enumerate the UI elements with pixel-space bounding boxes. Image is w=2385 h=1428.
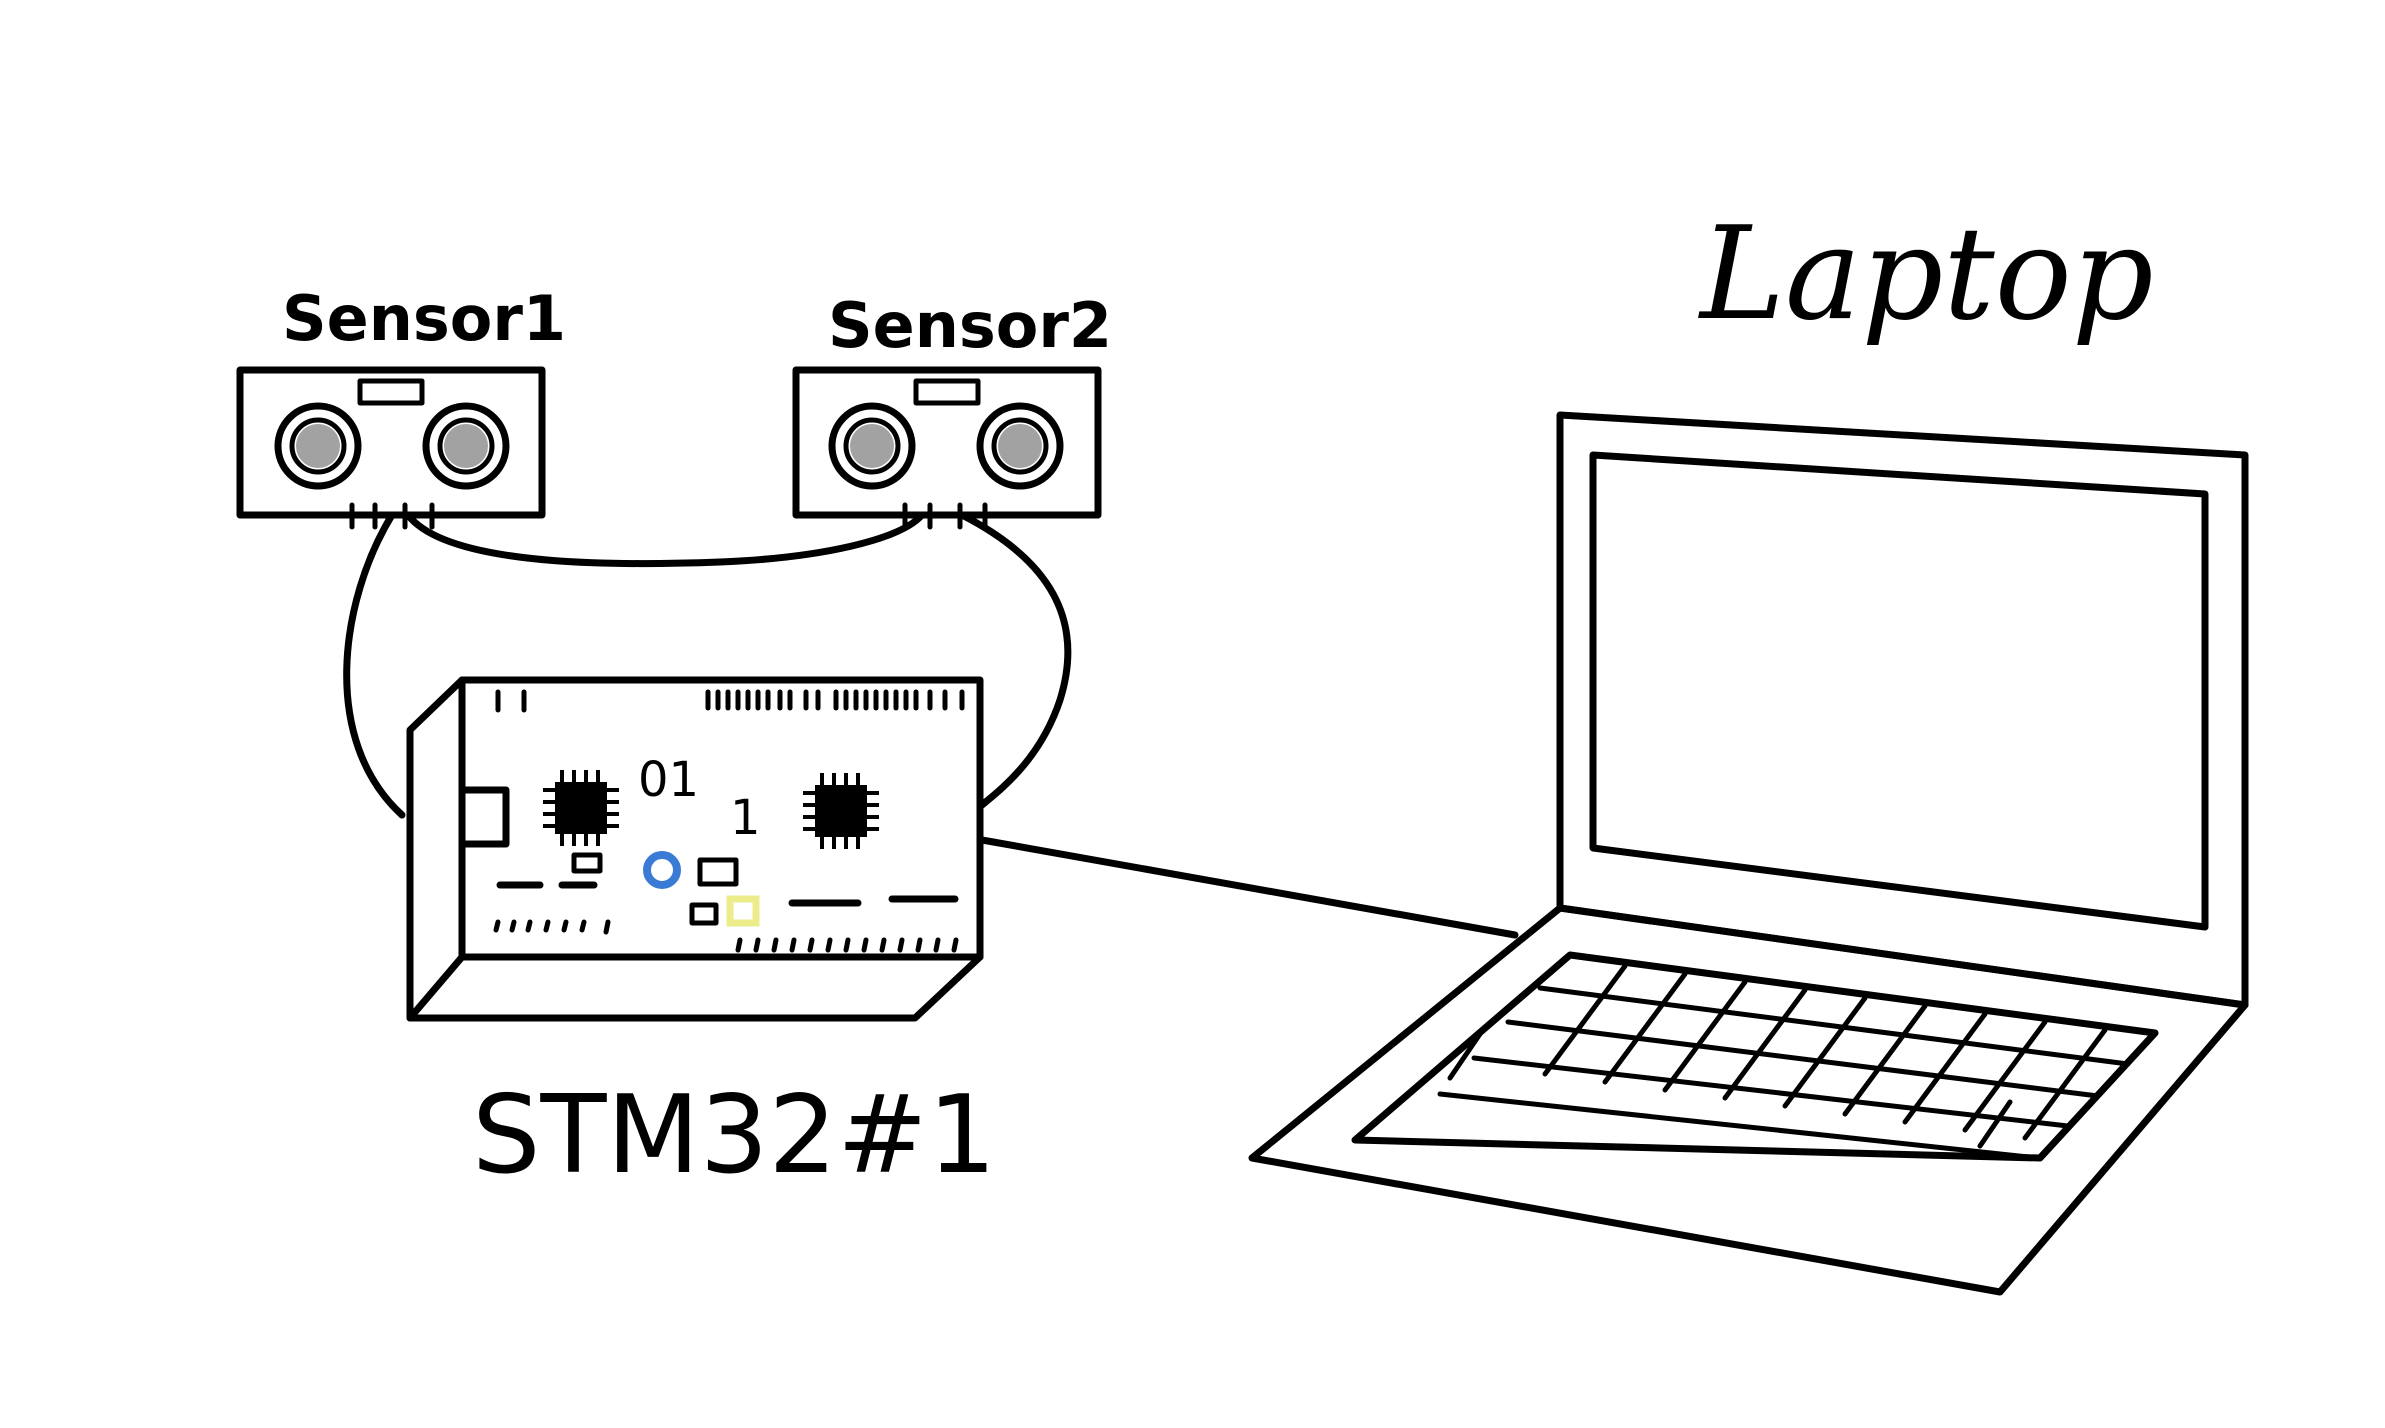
sensor1-transducer-right (422, 402, 510, 490)
sensor1: Sensor1 (236, 282, 566, 530)
sensor1-label: Sensor1 (282, 282, 566, 355)
board-marking-1: 1 (730, 790, 761, 846)
pin-header-left (495, 689, 527, 713)
board-outline (406, 676, 984, 1022)
component-small-1 (571, 852, 603, 874)
wire-sensor1-to-sensor2 (404, 511, 926, 568)
laptop-label: Laptop (1698, 200, 2154, 349)
pin-header-bottom-right (735, 937, 959, 953)
laptop: Laptop (1248, 200, 2249, 1296)
mcu-chip-right (803, 773, 879, 849)
sensor1-crystal (357, 378, 425, 406)
board-marking-01: 01 (638, 752, 699, 808)
sensor2-body (792, 366, 1102, 519)
led-blue (643, 851, 681, 889)
stm32-board: 01 1 (406, 676, 996, 1198)
sensor2: Sensor2 (792, 289, 1112, 530)
sensor1-body (236, 366, 546, 519)
component-small-2 (697, 857, 739, 887)
pin-header-top (705, 689, 965, 711)
wire-board-to-laptop (978, 836, 1519, 939)
wire-sensor2-to-board (958, 511, 1072, 809)
wire-sensor1-to-board (343, 511, 406, 819)
component-small-3 (689, 902, 719, 926)
sensor2-transducer-right (976, 402, 1064, 490)
laptop-base (1248, 904, 2249, 1296)
usb-port (458, 786, 510, 848)
mcu-chip-left (543, 770, 619, 846)
wires (343, 511, 1519, 939)
keyboard-columns (1447, 963, 2108, 1149)
laptop-screen (1589, 451, 2209, 931)
sensor2-label: Sensor2 (828, 289, 1112, 362)
sensor2-crystal (913, 378, 981, 406)
led-yellow (726, 895, 760, 927)
sensor2-transducer-left (828, 402, 916, 490)
sensor2-pins (902, 502, 988, 530)
pin-header-bottom-left (493, 919, 611, 935)
board-label: STM32#1 (472, 1073, 996, 1198)
sensor1-transducer-left (274, 402, 362, 490)
